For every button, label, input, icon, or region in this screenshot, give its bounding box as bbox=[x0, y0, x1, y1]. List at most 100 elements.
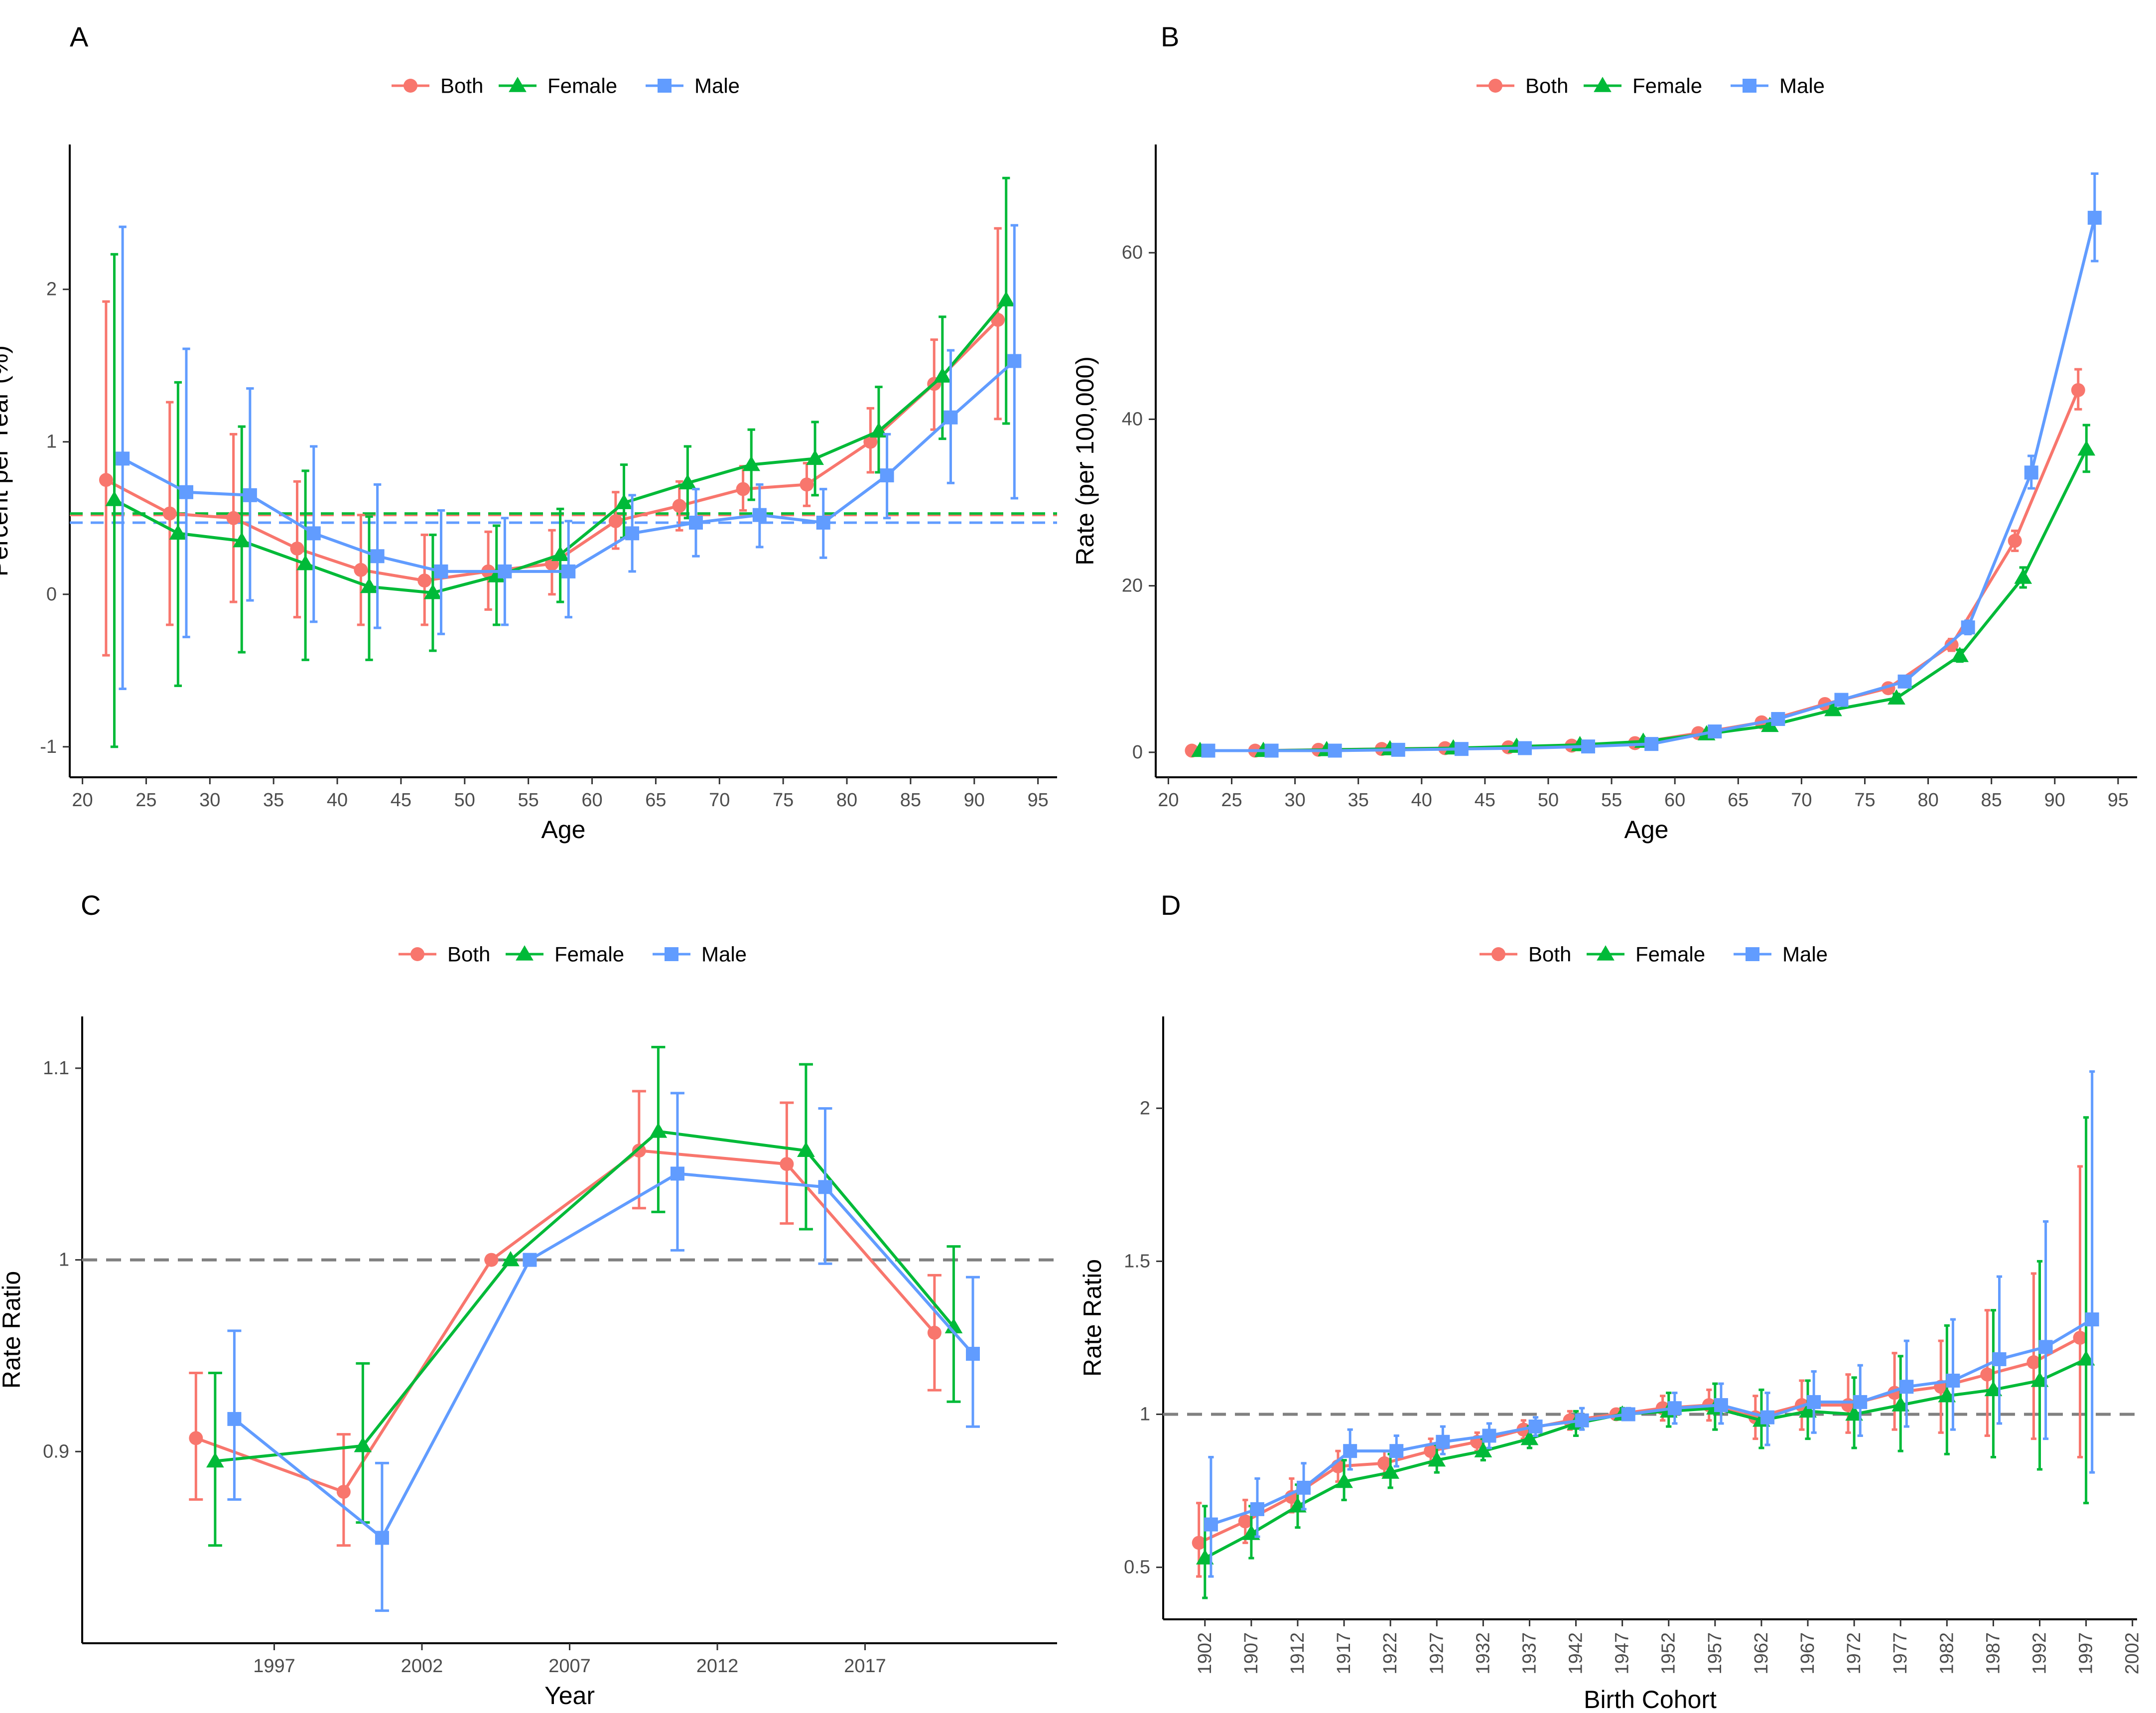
panel-letter: B bbox=[1161, 21, 1179, 52]
data-point bbox=[1007, 354, 1022, 368]
x-tick-label: 65 bbox=[1728, 790, 1749, 811]
data-point bbox=[1297, 1480, 1311, 1495]
x-tick-label: 75 bbox=[773, 790, 794, 811]
data-point bbox=[99, 473, 113, 487]
data-point bbox=[1581, 739, 1596, 754]
data-point bbox=[670, 1166, 684, 1181]
x-tick-label: 1917 bbox=[1334, 1632, 1354, 1675]
panel-c: C Both Female Male 0.9 1 1.1 1997 2002 2007 2012 20… bbox=[0, 889, 1057, 1710]
data-point bbox=[1238, 1514, 1252, 1529]
data-point bbox=[742, 455, 761, 471]
y-tick-label: 20 bbox=[1122, 575, 1143, 596]
data-point bbox=[625, 526, 640, 541]
x-tick-label: 1902 bbox=[1195, 1632, 1215, 1675]
data-point bbox=[417, 573, 432, 588]
data-point bbox=[800, 477, 814, 492]
data-point bbox=[2008, 534, 2022, 548]
x-tick-label: 60 bbox=[1664, 790, 1685, 811]
legend: Both Female Male bbox=[1477, 74, 1825, 98]
legend-marker-female bbox=[1597, 945, 1615, 961]
data-point bbox=[752, 508, 767, 522]
data-point bbox=[1845, 1405, 1863, 1421]
x-tick-label: 1912 bbox=[1287, 1632, 1308, 1675]
data-point bbox=[551, 546, 569, 561]
legend-label-female: Female bbox=[1632, 74, 1702, 98]
panel-letter: A bbox=[70, 21, 89, 52]
legend-marker-both bbox=[404, 79, 417, 93]
series-female bbox=[1191, 424, 2096, 757]
data-point bbox=[2077, 1350, 2095, 1366]
x-tick-label: 1937 bbox=[1519, 1632, 1540, 1675]
x-tick-label: 1932 bbox=[1473, 1632, 1493, 1675]
y-axis-title: Percent per Year (%) bbox=[0, 345, 13, 576]
legend-label-female: Female bbox=[554, 943, 624, 966]
legend-label-male: Male bbox=[694, 74, 740, 98]
data-point bbox=[561, 564, 576, 578]
data-point bbox=[1520, 1429, 1539, 1445]
data-point bbox=[116, 451, 130, 466]
data-point bbox=[1799, 1402, 1817, 1418]
data-point bbox=[1891, 1396, 1910, 1412]
data-point bbox=[1474, 1442, 1492, 1457]
x-tick-label: 20 bbox=[1158, 790, 1179, 811]
data-point bbox=[1714, 1398, 1728, 1413]
data-point bbox=[943, 410, 958, 425]
data-point bbox=[2077, 440, 2096, 456]
data-point bbox=[189, 1431, 203, 1445]
data-point bbox=[880, 468, 894, 483]
data-point bbox=[1381, 1463, 1400, 1479]
legend-marker-female bbox=[509, 77, 527, 92]
x-tick-label: 1922 bbox=[1380, 1632, 1401, 1675]
x-tick-label: 50 bbox=[454, 790, 475, 811]
x-tick-label: 85 bbox=[900, 790, 921, 811]
data-point bbox=[523, 1253, 537, 1267]
x-tick-label: 40 bbox=[1411, 790, 1432, 811]
data-point bbox=[1250, 1502, 1264, 1516]
data-point bbox=[818, 1180, 832, 1194]
panel-letter: C bbox=[81, 889, 101, 921]
y-tick-label: 0.5 bbox=[1124, 1557, 1150, 1578]
y-tick-label: 1 bbox=[46, 431, 57, 452]
data-point bbox=[105, 491, 124, 506]
x-tick-label: 1997 bbox=[253, 1656, 295, 1677]
data-point bbox=[1824, 701, 1842, 716]
y-tick-label: 0 bbox=[46, 584, 57, 605]
x-tick-label: 2002 bbox=[2122, 1632, 2143, 1675]
data-point bbox=[1335, 1472, 1353, 1488]
legend-marker-male bbox=[665, 947, 678, 961]
data-point bbox=[2087, 211, 2102, 225]
series-line bbox=[1198, 1336, 2081, 1545]
data-point bbox=[1482, 1428, 1496, 1443]
x-tick-label: 20 bbox=[72, 790, 93, 811]
legend-marker-male bbox=[1746, 947, 1759, 961]
x-tick-label: 60 bbox=[581, 790, 602, 811]
x-tick-label: 1962 bbox=[1751, 1632, 1772, 1675]
legend: Both Female Male bbox=[1480, 943, 1828, 966]
x-tick-label: 45 bbox=[391, 790, 411, 811]
data-point bbox=[997, 291, 1015, 306]
data-point bbox=[487, 567, 506, 582]
data-point bbox=[354, 1436, 372, 1452]
series-female bbox=[206, 1046, 963, 1547]
data-point bbox=[780, 1157, 794, 1171]
x-tick-label: 1987 bbox=[1983, 1632, 2004, 1675]
series-male bbox=[1201, 172, 2102, 758]
data-point bbox=[688, 515, 703, 530]
data-point bbox=[1951, 647, 1969, 662]
x-tick-label: 1952 bbox=[1658, 1632, 1679, 1675]
series-line bbox=[1208, 217, 2096, 752]
legend-marker-female bbox=[516, 945, 534, 961]
x-tick-label: 2017 bbox=[844, 1656, 886, 1677]
data-point bbox=[206, 1452, 224, 1468]
data-point bbox=[1760, 1410, 1775, 1425]
data-point bbox=[1389, 1444, 1404, 1458]
panel-b: B Both Female Male 0 20 40 60 20 25 30 35 40 45 50 55 60… bbox=[1071, 21, 2137, 844]
y-tick-label: 1.5 bbox=[1124, 1251, 1150, 1272]
x-tick-label: 55 bbox=[518, 790, 539, 811]
data-point bbox=[1328, 743, 1342, 758]
legend-marker-both bbox=[1491, 947, 1505, 961]
x-tick-label: 2002 bbox=[401, 1656, 443, 1677]
x-tick-label: 30 bbox=[1284, 790, 1305, 811]
data-point bbox=[1760, 716, 1779, 732]
